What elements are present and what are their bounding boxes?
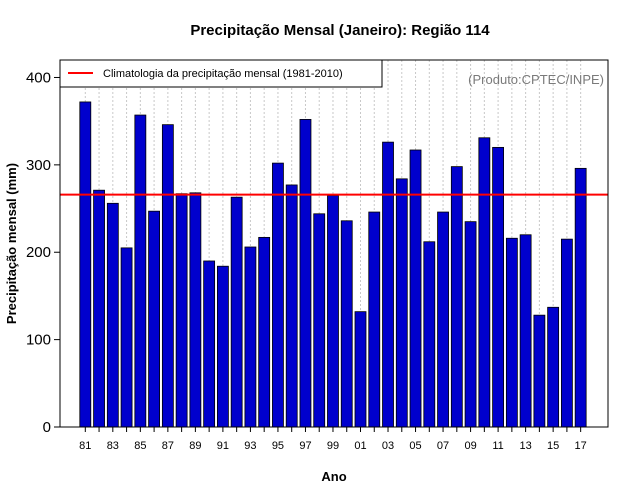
- bar-15: [547, 306, 560, 428]
- bar-03: [382, 141, 394, 428]
- x-tick-label: 99: [327, 440, 339, 452]
- y-tick-label: 300: [26, 157, 51, 174]
- bar-82: [93, 189, 105, 428]
- bar-99: [327, 195, 339, 428]
- bar-07: [437, 211, 449, 428]
- bar-98: [313, 213, 326, 428]
- x-tick-label: 13: [519, 440, 531, 452]
- x-tick-label: 85: [134, 440, 146, 452]
- bar-81: [79, 101, 92, 428]
- bar-91: [216, 265, 229, 428]
- legend-box: [59, 59, 383, 88]
- bar-95: [272, 162, 284, 428]
- bar-87: [161, 124, 174, 428]
- bar-86: [148, 210, 161, 428]
- y-tick-label: 0: [43, 419, 51, 436]
- x-tick-label: 83: [107, 440, 119, 452]
- x-tick-label: 03: [382, 440, 394, 452]
- y-tick-label: 400: [26, 69, 51, 86]
- legend-entry-label: Climatologia da precipitação mensal (198…: [103, 68, 343, 80]
- bar-05: [409, 149, 422, 428]
- y-tick-label: 200: [26, 244, 51, 261]
- bar-11: [492, 146, 505, 428]
- bar-16: [561, 238, 573, 428]
- bar-88: [175, 193, 188, 428]
- x-axis: 81 83 85 87 89 91 93 95 97 99 01 03 05 07 09 11 13 15 17: [79, 427, 587, 452]
- bar-02: [368, 211, 381, 428]
- legend: Climatologia da precipitação mensal (198…: [59, 59, 383, 88]
- bar-92: [230, 196, 243, 428]
- bar-85: [134, 114, 147, 428]
- x-tick-label: 01: [354, 440, 366, 452]
- bar-08: [450, 166, 463, 428]
- x-tick-label: 11: [492, 440, 503, 452]
- bar-17: [574, 167, 587, 428]
- bar-90: [203, 260, 216, 428]
- x-tick-label: 87: [162, 440, 174, 452]
- x-tick-label: 95: [272, 440, 284, 452]
- y-axis-label: Precipitação mensal (mm): [4, 163, 19, 324]
- source-note: (Produto:CPTEC/INPE): [468, 72, 604, 87]
- y-axis: 0 100 200 300 400: [26, 69, 60, 436]
- bar-89: [189, 192, 202, 428]
- bar-14: [533, 314, 546, 428]
- x-tick-label: 93: [244, 440, 256, 452]
- x-tick-label: 91: [217, 440, 229, 452]
- bar-84: [120, 247, 133, 428]
- x-tick-label: 05: [409, 440, 421, 452]
- bar-97: [299, 119, 312, 428]
- x-tick-label: 07: [437, 440, 449, 452]
- chart-title: Precipitação Mensal (Janeiro): Região 11…: [190, 22, 490, 39]
- x-tick-label: 81: [79, 440, 91, 452]
- bar-83: [106, 202, 119, 428]
- bar-12: [505, 237, 518, 428]
- x-tick-label: 97: [299, 440, 311, 452]
- bar-04: [395, 178, 408, 428]
- x-tick-label: 89: [189, 440, 201, 452]
- bars: [79, 101, 587, 428]
- bar-93: [244, 246, 257, 428]
- bar-09: [464, 221, 477, 428]
- bar-01: [354, 311, 367, 428]
- x-tick-label: 15: [547, 440, 559, 452]
- bar-10: [478, 137, 491, 428]
- bar-96: [285, 184, 298, 428]
- y-tick-label: 100: [26, 332, 51, 349]
- bar-06: [423, 241, 436, 428]
- x-axis-label: Ano: [321, 469, 346, 484]
- bar-00: [340, 220, 353, 428]
- x-tick-label: 09: [464, 440, 476, 452]
- x-tick-label: 17: [575, 440, 587, 452]
- bar-94: [258, 236, 271, 428]
- bar-13: [519, 234, 532, 428]
